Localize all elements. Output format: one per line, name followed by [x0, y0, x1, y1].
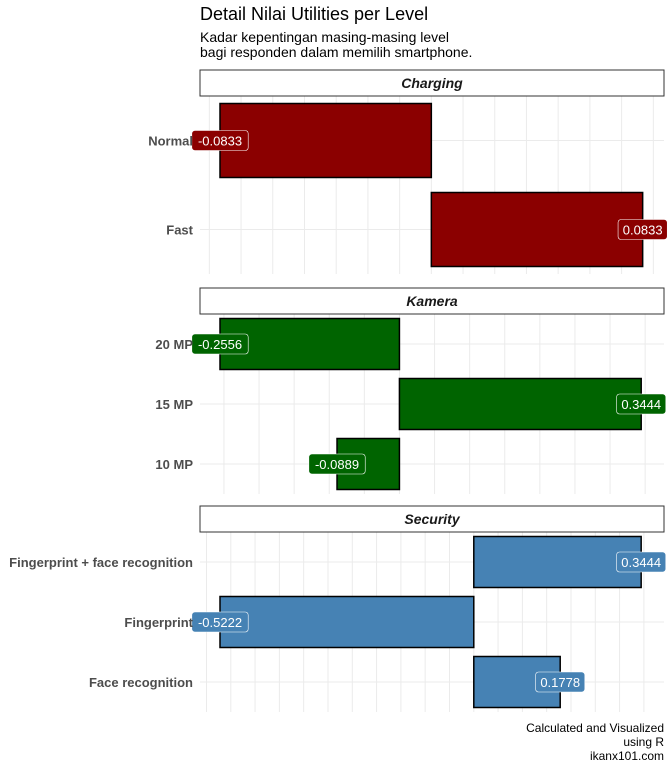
category-tick-label: 15 MP — [155, 397, 193, 412]
data-label: -0.0889 — [315, 457, 359, 472]
bar-fingerprint-face-recognition — [473, 535, 642, 589]
facet-panel-kamera: Kamera -0.2556 20 MP 0.3444 15 MP -0.0889 10 M… — [155, 287, 667, 494]
data-label: -0.2556 — [198, 337, 242, 352]
bar-fingerprint — [219, 595, 475, 649]
chart-subtitle: Kadar kepentingan masing-masing level ba… — [200, 29, 473, 60]
category-tick-label: Fast — [166, 223, 193, 238]
data-label-box — [616, 393, 667, 415]
category-tick-label: 20 MP — [155, 337, 193, 352]
data-label: 0.0833 — [623, 223, 663, 238]
data-label: 0.3444 — [621, 555, 661, 570]
data-label: -0.5222 — [198, 615, 242, 630]
chart-title: Detail Nilai Utilities per Level — [200, 4, 429, 24]
chart-caption: Calculated and Visualized using R ikanx1… — [526, 721, 664, 763]
bar-20-mp — [219, 317, 401, 371]
category-tick-label: Normal — [148, 134, 193, 149]
facet-strip-label: Security — [404, 511, 460, 527]
category-tick-label: Fingerprint + face recognition — [9, 555, 193, 570]
data-label-box — [535, 671, 586, 693]
data-label-box — [617, 219, 668, 240]
category-tick-label: 10 MP — [155, 457, 193, 472]
data-label-box — [191, 333, 249, 355]
data-label: 0.1778 — [540, 675, 580, 690]
facet-panel-charging: Charging -0.0833 Normal 0.0833 Fast — [148, 69, 668, 274]
category-tick-label: Face recognition — [89, 675, 193, 690]
bar-fast — [430, 191, 644, 268]
data-label-box — [191, 130, 249, 151]
data-label: -0.0833 — [198, 134, 242, 149]
facet-strip-kamera — [199, 287, 665, 315]
facet-strip-security — [199, 505, 665, 533]
data-label-box — [616, 551, 667, 573]
data-label-box — [308, 453, 366, 475]
data-label-box — [191, 611, 249, 633]
bar-normal — [219, 102, 433, 179]
bar-15-mp — [398, 377, 642, 431]
facet-strip-label: Kamera — [406, 293, 458, 309]
facet-panel-security: Security 0.3444 Fingerprint + face recogni… — [9, 505, 667, 712]
facet-strip-label: Charging — [401, 75, 463, 91]
category-tick-label: Fingerprint — [124, 615, 193, 630]
data-label: 0.3444 — [621, 397, 661, 412]
facet-strip-charging — [199, 69, 665, 97]
